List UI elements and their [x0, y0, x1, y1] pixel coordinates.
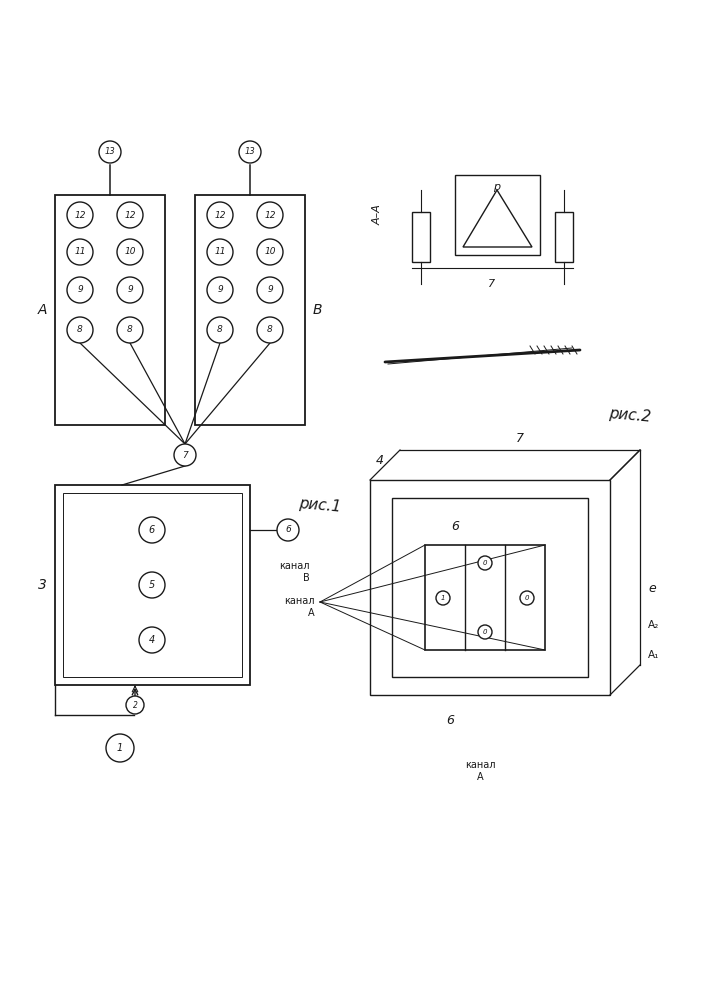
- Circle shape: [117, 202, 143, 228]
- Text: В: В: [313, 303, 322, 317]
- Circle shape: [67, 277, 93, 303]
- Circle shape: [436, 591, 450, 605]
- Text: 6: 6: [451, 520, 459, 534]
- Circle shape: [257, 239, 283, 265]
- Text: 11: 11: [74, 247, 86, 256]
- Bar: [370, 480, 610, 695]
- Text: 9: 9: [77, 286, 83, 294]
- Circle shape: [139, 627, 165, 653]
- Circle shape: [117, 239, 143, 265]
- Text: 10: 10: [124, 247, 136, 256]
- Text: 7: 7: [182, 450, 188, 460]
- Circle shape: [257, 202, 283, 228]
- Circle shape: [239, 141, 261, 163]
- Circle shape: [117, 277, 143, 303]
- Bar: [425, 545, 545, 650]
- Text: 5: 5: [149, 580, 155, 590]
- Text: 0: 0: [483, 560, 487, 566]
- Text: 1: 1: [440, 595, 445, 601]
- Text: 9: 9: [217, 286, 223, 294]
- Text: 8: 8: [267, 326, 273, 334]
- Text: рис.1: рис.1: [298, 496, 341, 514]
- Text: канал
В: канал В: [279, 561, 310, 583]
- Text: 3: 3: [38, 578, 47, 592]
- Text: 9: 9: [267, 286, 273, 294]
- Text: А: А: [37, 303, 47, 317]
- Circle shape: [126, 696, 144, 714]
- Text: 1: 1: [117, 743, 123, 753]
- Text: р: р: [493, 182, 501, 192]
- Bar: [63, 493, 242, 677]
- Text: 2: 2: [133, 700, 137, 710]
- Text: 6: 6: [285, 526, 291, 534]
- Circle shape: [478, 556, 492, 570]
- Text: 12: 12: [124, 211, 136, 220]
- Text: 12: 12: [74, 211, 86, 220]
- Circle shape: [67, 202, 93, 228]
- Text: А–А: А–А: [373, 205, 383, 225]
- Circle shape: [277, 519, 299, 541]
- Text: канал
А: канал А: [284, 596, 315, 618]
- Bar: [392, 498, 588, 677]
- Text: 8: 8: [77, 326, 83, 334]
- Circle shape: [257, 277, 283, 303]
- Text: 6: 6: [446, 714, 454, 726]
- Circle shape: [478, 625, 492, 639]
- Bar: [455, 175, 540, 255]
- Circle shape: [139, 572, 165, 598]
- Text: 8: 8: [217, 326, 223, 334]
- Circle shape: [67, 317, 93, 343]
- Text: 10: 10: [264, 247, 276, 256]
- Text: 8: 8: [127, 326, 133, 334]
- Bar: [195, 195, 305, 425]
- Text: 0: 0: [525, 595, 530, 601]
- Circle shape: [139, 517, 165, 543]
- Circle shape: [257, 317, 283, 343]
- Circle shape: [207, 202, 233, 228]
- Text: е: е: [648, 582, 656, 594]
- Bar: [55, 485, 250, 685]
- Text: 7: 7: [516, 432, 524, 444]
- Text: А₂: А₂: [648, 620, 659, 630]
- Text: 7: 7: [489, 279, 496, 289]
- Circle shape: [106, 734, 134, 762]
- Bar: [55, 195, 165, 425]
- Text: 12: 12: [214, 211, 226, 220]
- Text: 12: 12: [264, 211, 276, 220]
- Text: канал
А: канал А: [464, 760, 495, 782]
- Circle shape: [207, 317, 233, 343]
- Bar: [555, 212, 573, 262]
- Circle shape: [117, 317, 143, 343]
- Circle shape: [207, 239, 233, 265]
- Circle shape: [67, 239, 93, 265]
- Circle shape: [174, 444, 196, 466]
- Text: 13: 13: [245, 147, 255, 156]
- Bar: [412, 212, 430, 262]
- Text: 13: 13: [105, 147, 115, 156]
- Circle shape: [99, 141, 121, 163]
- Text: 6: 6: [149, 525, 155, 535]
- Text: 0: 0: [483, 629, 487, 635]
- Circle shape: [207, 277, 233, 303]
- Text: А₁: А₁: [648, 650, 660, 660]
- Text: рис.2: рис.2: [608, 406, 652, 424]
- Text: 11: 11: [214, 247, 226, 256]
- Text: 9: 9: [127, 286, 133, 294]
- Text: 4: 4: [149, 635, 155, 645]
- Circle shape: [520, 591, 534, 605]
- Text: 4: 4: [376, 454, 384, 466]
